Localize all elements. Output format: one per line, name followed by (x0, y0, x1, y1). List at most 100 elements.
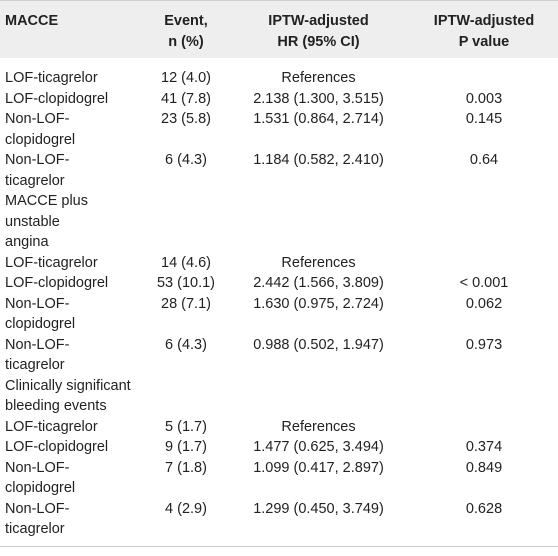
row-event-text: 53 (10.1) (156, 275, 216, 291)
table-row: Non-LOF-clopidogrel 7 (1.8) 1.099 (0.417, … (0, 458, 558, 499)
row-hr: 2.442 (1.566, 3.809) (227, 273, 410, 294)
row-pvalue (410, 191, 558, 253)
table-row: Non-LOF-ticagrelor 4 (2.9) 1.299 (0.450, 3… (0, 498, 558, 547)
row-label: Non-LOF-clopidogrel (0, 458, 145, 499)
row-event: 6 (4.3) (145, 335, 227, 376)
row-pvalue-text: 0.062 (465, 295, 503, 312)
row-label: LOF-ticagrelor (0, 417, 145, 438)
row-hr: 1.630 (0.975, 2.724) (227, 294, 410, 335)
row-label: Non-LOF-ticagrelor (0, 335, 145, 376)
table-row: Non-LOF-clopidogrel 28 (7.1) 1.630 (0.975,… (0, 294, 558, 335)
row-label-text: ticagrelor (5, 357, 65, 373)
header-outcome: MACCE (0, 0, 145, 58)
row-label: LOF-ticagrelor (0, 58, 145, 89)
table-row: LOF-clopidogrel 53 (10.1) 2.442 (1.566, 3.… (0, 273, 558, 294)
row-event: 53 (10.1) (145, 273, 227, 294)
row-hr-text: References (281, 70, 356, 86)
row-label: Non-LOF-clopidogrel (0, 294, 145, 335)
row-label-text: bleeding events (5, 398, 107, 414)
row-hr: 0.988 (0.502, 1.947) (227, 335, 410, 376)
row-pvalue: < 0.001 (410, 273, 558, 294)
row-label-text: ticagrelor (5, 172, 65, 189)
table-row: LOF-ticagrelor 12 (4.0) References (0, 58, 558, 89)
row-label-text: LOF-ticagrelor (5, 70, 98, 86)
table-row: LOF-clopidogrel 41 (7.8) 2.138 (1.300, 3.5… (0, 89, 558, 110)
row-pvalue: 0.64 (410, 150, 558, 191)
row-hr: References (227, 253, 410, 274)
row-label-text: Non-LOF- (5, 295, 70, 312)
header-event-line-1: Event, (164, 13, 208, 29)
row-label: LOF-ticagrelor (0, 253, 145, 274)
row-label: Non-LOF-clopidogrel (0, 109, 145, 150)
row-label: Non-LOF-ticagrelor (0, 150, 145, 191)
row-event: 9 (1.7) (145, 437, 227, 458)
row-hr (227, 376, 410, 417)
row-pvalue-text: 0.628 (465, 500, 503, 517)
row-pvalue (410, 253, 558, 274)
row-label-text: ticagrelor (5, 521, 65, 537)
row-hr: References (227, 58, 410, 89)
row-hr-text: 0.988 (0.502, 1.947) (253, 336, 384, 353)
header-event: Event, n (%) (145, 0, 227, 58)
row-label-text: MACCE plus unstable (5, 193, 88, 230)
row-pvalue (410, 417, 558, 438)
row-hr (227, 191, 410, 253)
row-hr: 1.299 (0.450, 3.749) (227, 498, 410, 547)
row-label-text: Non-LOF- (5, 500, 70, 517)
row-hr-text: 1.184 (0.582, 2.410) (253, 152, 384, 168)
row-event: 6 (4.3) (145, 150, 227, 191)
table-row: LOF-ticagrelor 14 (4.6) References (0, 253, 558, 274)
row-label-text: LOF-clopidogrel (5, 275, 109, 291)
row-label-text: LOF-clopidogrel (5, 90, 109, 107)
row-hr-text: 2.442 (1.566, 3.809) (253, 275, 384, 291)
row-hr: 1.099 (0.417, 2.897) (227, 458, 410, 499)
row-event-text: 28 (7.1) (161, 295, 211, 312)
row-event: 5 (1.7) (145, 417, 227, 438)
row-pvalue-text: 0.374 (465, 439, 503, 455)
row-pvalue-text: 0.145 (465, 111, 503, 127)
row-event: 28 (7.1) (145, 294, 227, 335)
header-hr-line-1: IPTW-adjusted (268, 13, 369, 29)
row-label: LOF-clopidogrel (0, 437, 145, 458)
table-row: Non-LOF-ticagrelor 6 (4.3) 1.184 (0.582, 2… (0, 150, 558, 191)
row-hr-text: 1.299 (0.450, 3.749) (253, 500, 384, 517)
row-label-text: Non-LOF- (5, 111, 70, 127)
row-pvalue-text: 0.64 (469, 152, 499, 168)
header-row: MACCE Event, n (%) IPTW-adjusted HR (95%… (0, 0, 558, 58)
row-pvalue: 0.374 (410, 437, 558, 458)
row-event: 14 (4.6) (145, 253, 227, 274)
row-label-text: Non-LOF- (5, 459, 70, 476)
row-label: MACCE plus unstable angina (0, 191, 145, 253)
row-hr-text: References (281, 418, 356, 435)
row-pvalue-text: 0.849 (465, 459, 503, 476)
row-hr: 1.531 (0.864, 2.714) (227, 109, 410, 150)
row-label-text: LOF-ticagrelor (5, 418, 98, 435)
row-event-text: 41 (7.8) (161, 90, 211, 107)
row-event-text: 6 (4.3) (165, 152, 207, 168)
row-label-text: clopidogrel (5, 316, 76, 332)
row-event (145, 191, 227, 253)
header-event-line-2: n (%) (168, 33, 204, 50)
row-hr: 1.477 (0.625, 3.494) (227, 437, 410, 458)
row-pvalue: 0.849 (410, 458, 558, 499)
row-label: Clinically significant bleeding events (0, 376, 145, 417)
header-pvalue-line-2: P value (458, 33, 510, 50)
row-pvalue: 0.145 (410, 109, 558, 150)
table-row: LOF-ticagrelor 5 (1.7) References (0, 417, 558, 438)
row-event-text: 5 (1.7) (165, 418, 207, 435)
row-hr-text: 1.531 (0.864, 2.714) (253, 111, 384, 127)
row-label-text: clopidogrel (5, 131, 76, 148)
row-pvalue (410, 376, 558, 417)
row-event-text: 6 (4.3) (165, 336, 207, 353)
header-pvalue: IPTW-adjusted P value (410, 0, 558, 58)
row-hr: 2.138 (1.300, 3.515) (227, 89, 410, 110)
row-pvalue-text: < 0.001 (459, 275, 509, 291)
row-hr-text: 2.138 (1.300, 3.515) (253, 90, 384, 107)
header-hr-line-2: HR (95% CI) (277, 33, 360, 50)
row-label-text: Clinically significant (5, 377, 131, 394)
row-pvalue-text: 0.973 (465, 336, 503, 353)
row-label-text: LOF-clopidogrel (5, 439, 109, 455)
row-event-text: 9 (1.7) (165, 439, 207, 455)
